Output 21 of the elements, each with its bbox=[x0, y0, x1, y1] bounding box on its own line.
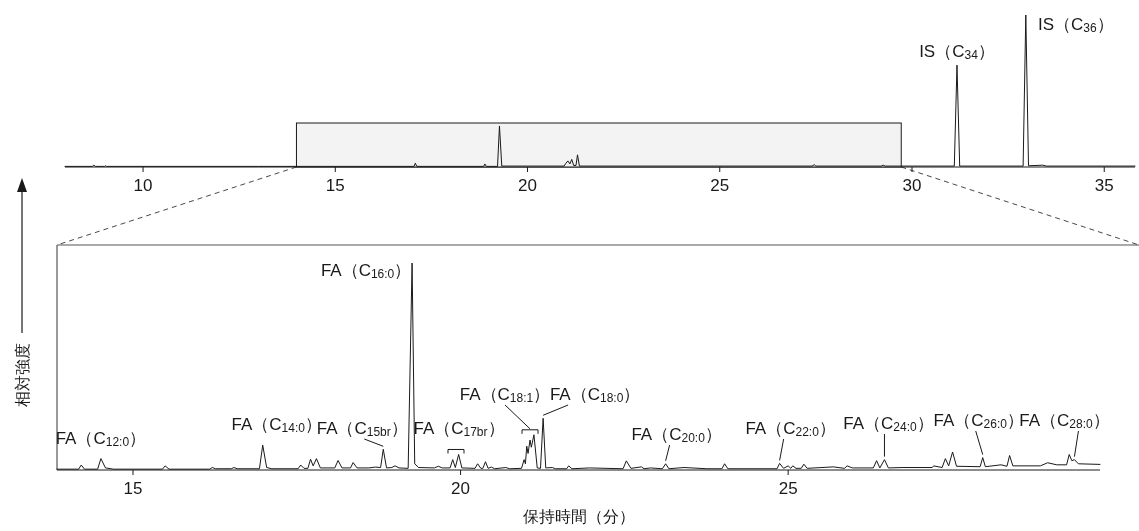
x-tick-label: 20 bbox=[451, 479, 471, 498]
x-tick-label: 25 bbox=[778, 479, 798, 498]
annotation: IS（C$_{34}$） bbox=[919, 42, 995, 63]
annotation: FA（C$_{16:0}$） bbox=[320, 261, 412, 282]
annotation: IS（C$_{36}$） bbox=[1037, 15, 1114, 36]
x-tick-label: 35 bbox=[1094, 176, 1114, 195]
annotation: FA（C$_{17br}$） bbox=[413, 419, 505, 440]
annotation: FA（C$_{18:1}$） bbox=[459, 385, 551, 406]
x-tick-label: 20 bbox=[518, 176, 537, 195]
x-tick-label: 15 bbox=[123, 479, 143, 498]
x-tick-label: 30 bbox=[902, 176, 922, 195]
annotation: FA（C$_{22:0}$） bbox=[745, 419, 836, 440]
xlabel: 保持時間（分） bbox=[522, 508, 635, 525]
annotation: FA（C$_{18:0}$） bbox=[549, 385, 641, 406]
x-tick-label: 10 bbox=[133, 176, 153, 195]
annotation: FA（C$_{12:0}$） bbox=[55, 429, 147, 450]
ylabel: 相対強度 bbox=[14, 343, 31, 407]
x-tick-label: 25 bbox=[710, 176, 730, 195]
x-tick-label: 15 bbox=[325, 176, 345, 195]
annotation: FA（C$_{20:0}$） bbox=[631, 425, 722, 446]
annotation: FA（C$_{24:0}$） bbox=[843, 414, 934, 435]
